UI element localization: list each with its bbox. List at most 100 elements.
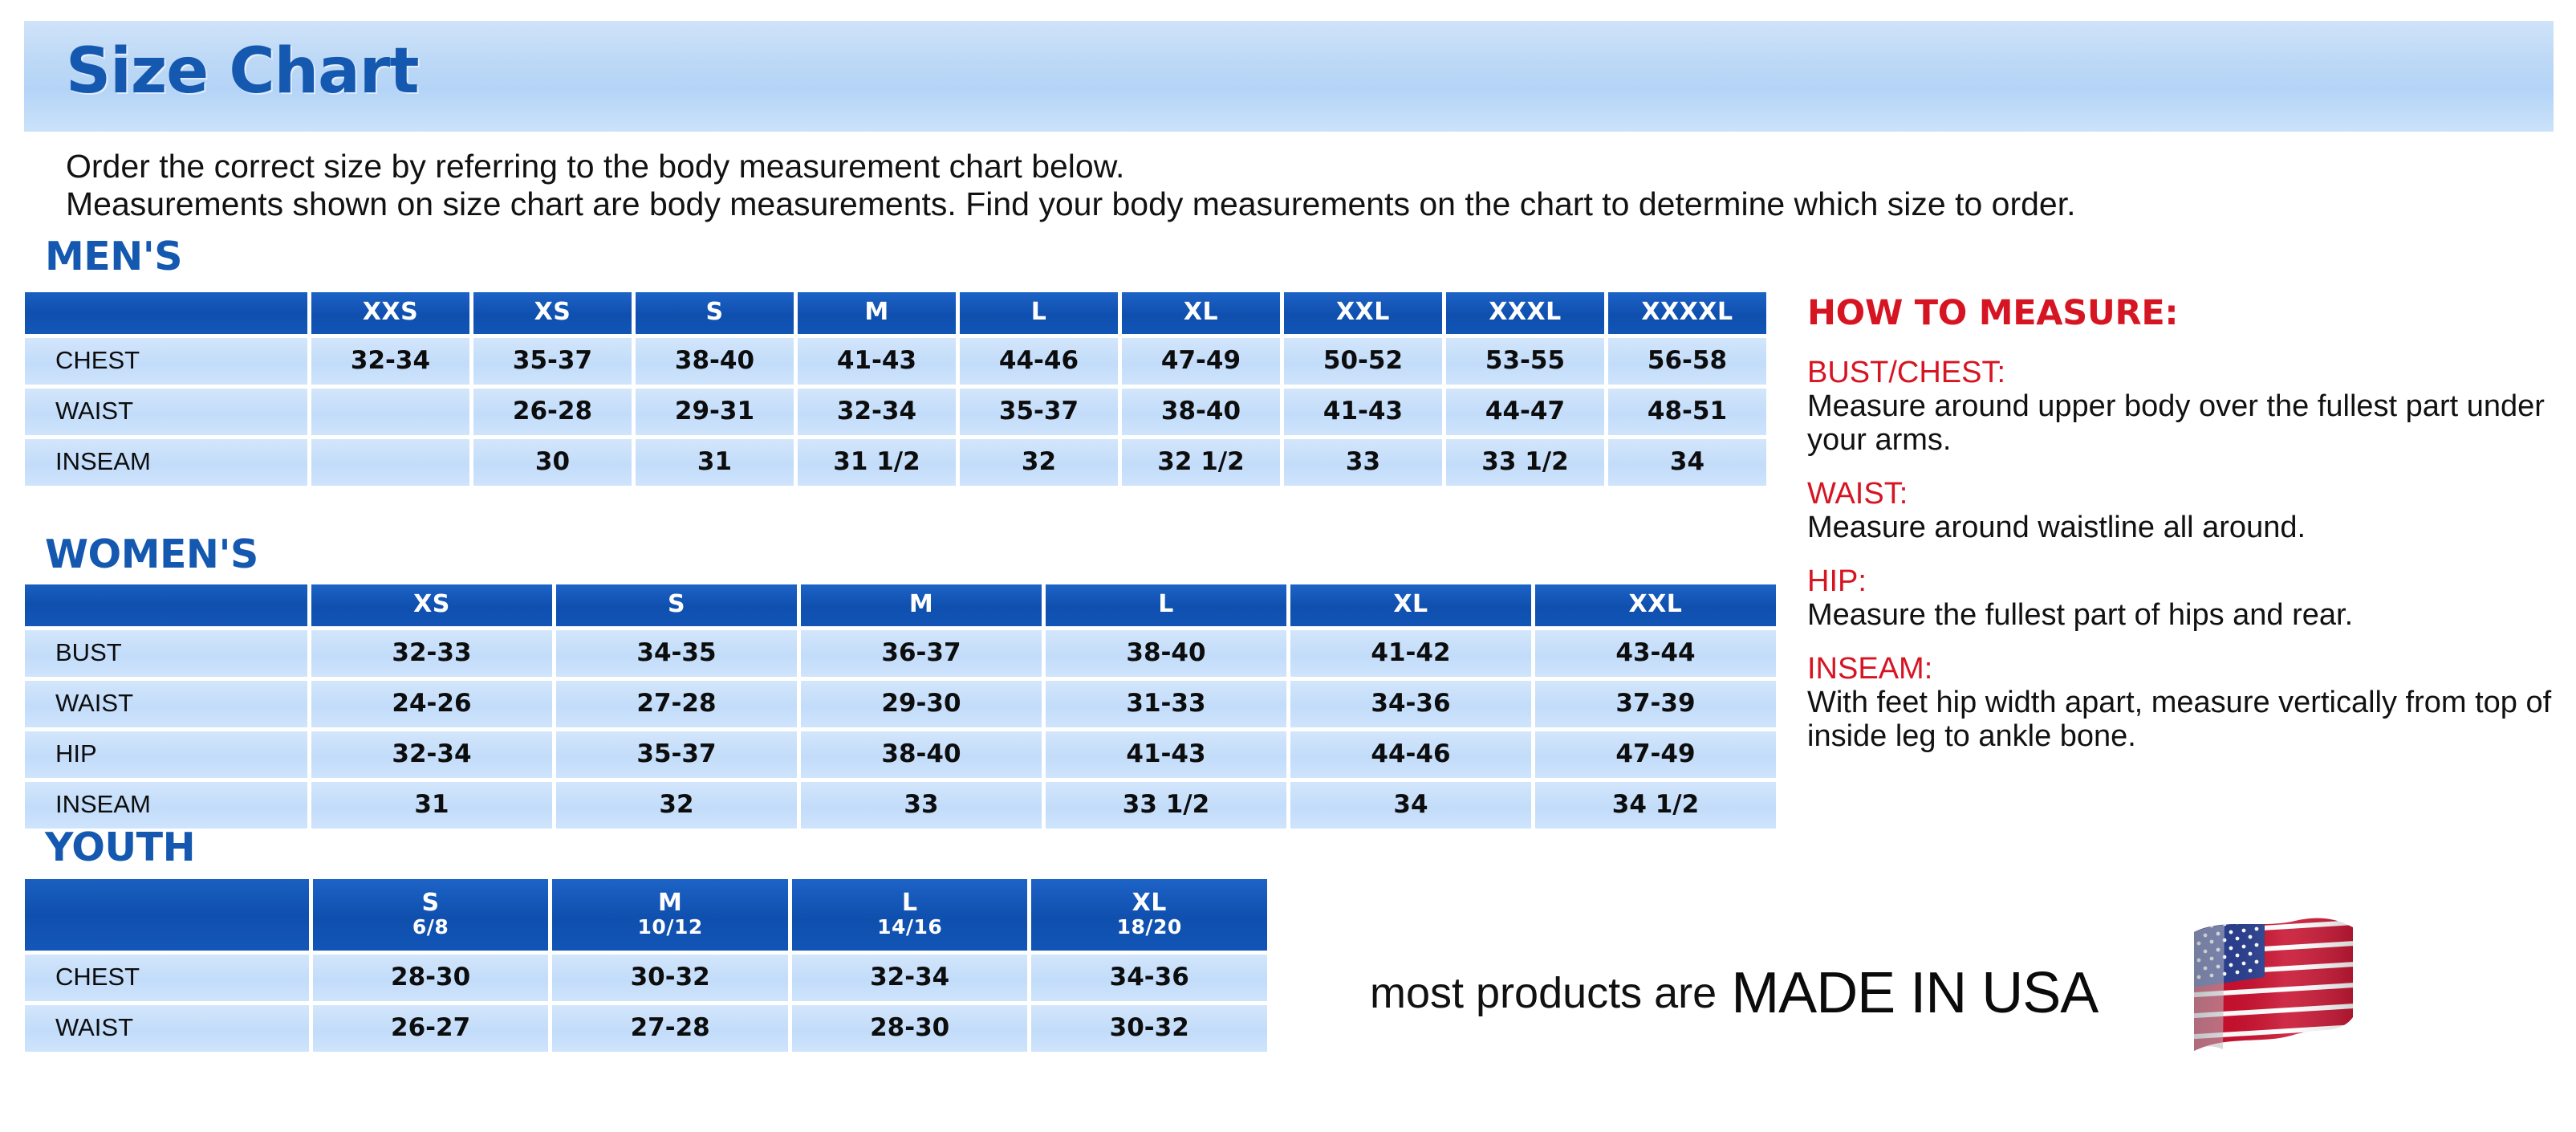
cell-chest-l: 44-46 (960, 338, 1118, 385)
column-header-xl-size: XL (1132, 889, 1167, 917)
cell-waist-l: 35-37 (960, 389, 1118, 435)
cell-hip-s: 35-37 (556, 731, 797, 778)
cell-chest-s: 28-30 (312, 955, 549, 1001)
table-row: WAIST 24-26 27-28 29-30 31-33 34-36 37-3… (25, 681, 1776, 727)
cell-waist-s: 26-27 (312, 1005, 549, 1052)
measure-term-bust-chest: BUST/CHEST: (1807, 356, 2006, 389)
intro-line-1: Order the correct size by referring to t… (66, 148, 1125, 185)
cell-waist-xxs (311, 389, 469, 435)
cell-chest-xxl: 50-52 (1284, 338, 1442, 385)
page-title: Size Chart (66, 35, 420, 108)
cell-waist-l: 31-33 (1046, 681, 1286, 727)
intro-line-2: Measurements shown on size chart are bod… (66, 185, 2076, 222)
cell-chest-xxxl: 53-55 (1446, 338, 1604, 385)
cell-inseam-xxxl: 33 1/2 (1446, 439, 1604, 486)
table-row: HIP 32-34 35-37 38-40 41-43 44-46 47-49 (25, 731, 1776, 778)
column-header-l: L (960, 292, 1118, 334)
table-row: BUST 32-33 34-35 36-37 38-40 41-42 43-44 (25, 630, 1776, 677)
cell-bust-xl: 41-42 (1290, 630, 1531, 677)
cell-inseam-l: 33 1/2 (1046, 782, 1286, 829)
cell-chest-xl: 34-36 (1031, 955, 1267, 1001)
cell-chest-xxs: 32-34 (311, 338, 469, 385)
column-header-s: S 6/8 (312, 879, 549, 951)
measure-item-waist: WAIST: Measure around waistline all arou… (1807, 477, 2562, 544)
made-in-usa-label: most products are MADE IN USA (1370, 960, 2099, 1026)
cell-waist-xl: 34-36 (1290, 681, 1531, 727)
measure-desc-inseam: With feet hip width apart, measure verti… (1807, 686, 2552, 753)
cell-chest-xxxxl: 56-58 (1608, 338, 1766, 385)
cell-waist-l: 28-30 (791, 1005, 1028, 1052)
measure-item-hip: HIP: Measure the fullest part of hips an… (1807, 564, 2562, 632)
cell-waist-xxxl: 44-47 (1446, 389, 1604, 435)
size-table-womens: XS S M L XL XXL BUST 32-33 34-35 36-37 3… (21, 580, 1780, 833)
cell-inseam-m: 33 (801, 782, 1042, 829)
column-header-m-size: M (657, 889, 683, 917)
column-header-s-range: 6/8 (412, 915, 449, 939)
column-header-xxl: XXL (1535, 584, 1776, 626)
cell-hip-xxl: 47-49 (1535, 731, 1776, 778)
section-heading-youth: YOUTH (45, 825, 196, 870)
cell-hip-m: 38-40 (801, 731, 1042, 778)
column-header-xs: XS (311, 584, 552, 626)
cell-chest-m: 30-32 (552, 955, 788, 1001)
size-table-youth: S 6/8 M 10/12 L 14/16 XL 18/20 CHEST 28-… (21, 875, 1271, 1056)
row-label-waist: WAIST (25, 681, 307, 727)
table-row: WAIST 26-27 27-28 28-30 30-32 (25, 1005, 1267, 1052)
intro-paragraph: Order the correct size by referring to t… (66, 148, 2537, 223)
table-row: CHEST 28-30 30-32 32-34 34-36 (25, 955, 1267, 1001)
cell-waist-m: 29-30 (801, 681, 1042, 727)
measure-desc-hip: Measure the fullest part of hips and rea… (1807, 598, 2354, 632)
column-header-s: S (556, 584, 797, 626)
column-header-xxxl: XXXL (1446, 292, 1604, 334)
table-header-row-youth: S 6/8 M 10/12 L 14/16 XL 18/20 (25, 879, 1267, 951)
cell-waist-xl: 38-40 (1122, 389, 1280, 435)
table-header-row-womens: XS S M L XL XXL (25, 584, 1776, 626)
how-to-measure-title: HOW TO MEASURE: (1807, 293, 2179, 333)
column-header-l: L (1046, 584, 1286, 626)
cell-hip-xl: 44-46 (1290, 731, 1531, 778)
cell-bust-xs: 32-33 (311, 630, 552, 677)
cell-waist-s: 27-28 (556, 681, 797, 727)
table-row: WAIST 26-28 29-31 32-34 35-37 38-40 41-4… (25, 389, 1766, 435)
column-header-xl-range: 18/20 (1116, 915, 1182, 939)
cell-inseam-l: 32 (960, 439, 1118, 486)
made-in-usa-prefix: most products are (1370, 969, 1717, 1017)
us-flag-icon (2167, 914, 2367, 1075)
row-label-inseam: INSEAM (25, 782, 307, 829)
cell-inseam-xs: 31 (311, 782, 552, 829)
table-header-row-mens: XXS XS S M L XL XXL XXXL XXXXL (25, 292, 1766, 334)
column-header-s-size: S (421, 889, 440, 917)
cell-inseam-s: 32 (556, 782, 797, 829)
row-label-inseam: INSEAM (25, 439, 307, 486)
cell-bust-l: 38-40 (1046, 630, 1286, 677)
row-label-waist: WAIST (25, 389, 307, 435)
table-row: INSEAM 31 32 33 33 1/2 34 34 1/2 (25, 782, 1776, 829)
section-heading-womens: WOMEN'S (45, 531, 258, 577)
column-header-s: S (636, 292, 794, 334)
cell-chest-xl: 47-49 (1122, 338, 1280, 385)
column-header-xl: XL (1122, 292, 1280, 334)
cell-waist-xxxxl: 48-51 (1608, 389, 1766, 435)
cell-inseam-xl: 34 (1290, 782, 1531, 829)
page-banner: Size Chart (24, 21, 2554, 132)
column-header-xxxxl: XXXXL (1608, 292, 1766, 334)
cell-bust-m: 36-37 (801, 630, 1042, 677)
cell-bust-s: 34-35 (556, 630, 797, 677)
cell-hip-xs: 32-34 (311, 731, 552, 778)
cell-waist-s: 29-31 (636, 389, 794, 435)
column-header-m: M 10/12 (552, 879, 788, 951)
column-header-xxs: XXS (311, 292, 469, 334)
cell-inseam-xxs (311, 439, 469, 486)
corner-cell (25, 879, 309, 951)
measure-item-inseam: INSEAM: With feet hip width apart, measu… (1807, 652, 2562, 753)
cell-chest-l: 32-34 (791, 955, 1028, 1001)
table-row: CHEST 32-34 35-37 38-40 41-43 44-46 47-4… (25, 338, 1766, 385)
size-table-mens: XXS XS S M L XL XXL XXXL XXXXL CHEST 32-… (21, 288, 1770, 490)
cell-waist-xxl: 41-43 (1284, 389, 1442, 435)
cell-waist-xs: 26-28 (473, 389, 632, 435)
cell-waist-xs: 24-26 (311, 681, 552, 727)
cell-waist-xl: 30-32 (1031, 1005, 1267, 1052)
measure-desc-waist: Measure around waistline all around. (1807, 511, 2306, 544)
cell-inseam-s: 31 (636, 439, 794, 486)
cell-inseam-xxxxl: 34 (1608, 439, 1766, 486)
